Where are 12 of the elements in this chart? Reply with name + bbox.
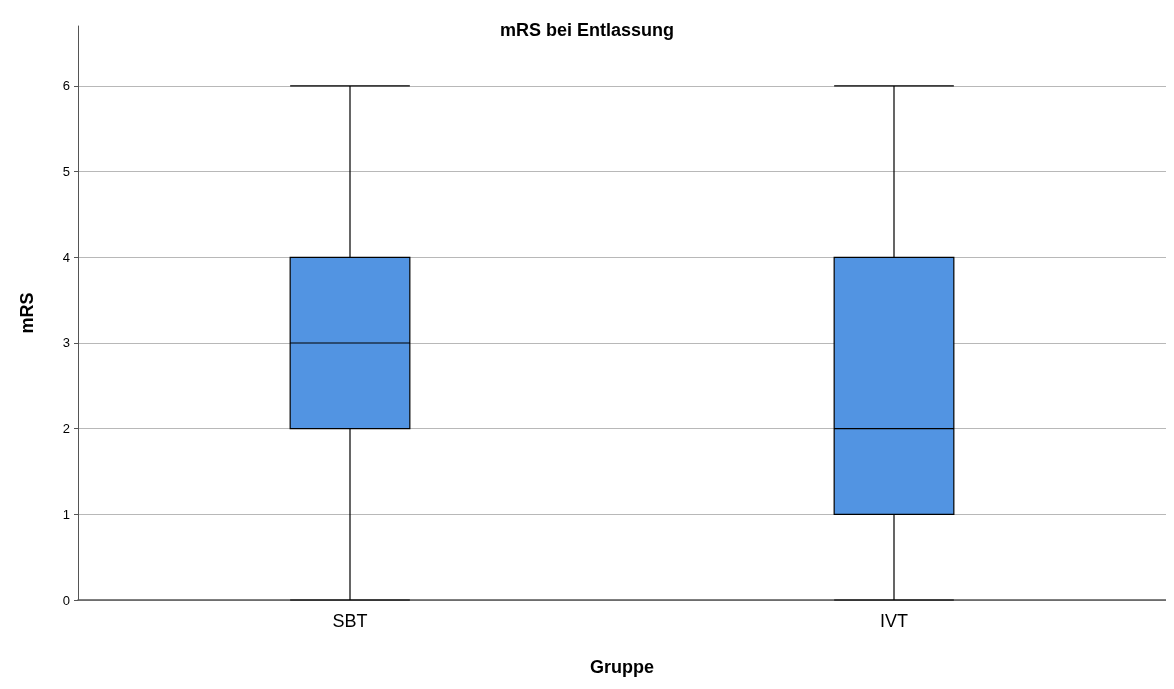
y-tick-label: 4 xyxy=(62,249,70,265)
y-tick-label: 5 xyxy=(62,164,70,180)
x-tick-label: IVT xyxy=(879,611,909,631)
chart-title: mRS bei Entlassung xyxy=(499,20,675,40)
y-tick-label: 3 xyxy=(62,335,70,351)
y-tick-label: 1 xyxy=(62,506,70,522)
y-tick-label: 6 xyxy=(62,78,70,94)
x-tick-label: SBT xyxy=(332,611,368,631)
y-axis-title: mRS xyxy=(17,292,37,334)
y-tick-label: 2 xyxy=(62,421,70,437)
x-axis-title: Gruppe xyxy=(589,657,655,677)
y-tick-label: 0 xyxy=(62,592,70,608)
